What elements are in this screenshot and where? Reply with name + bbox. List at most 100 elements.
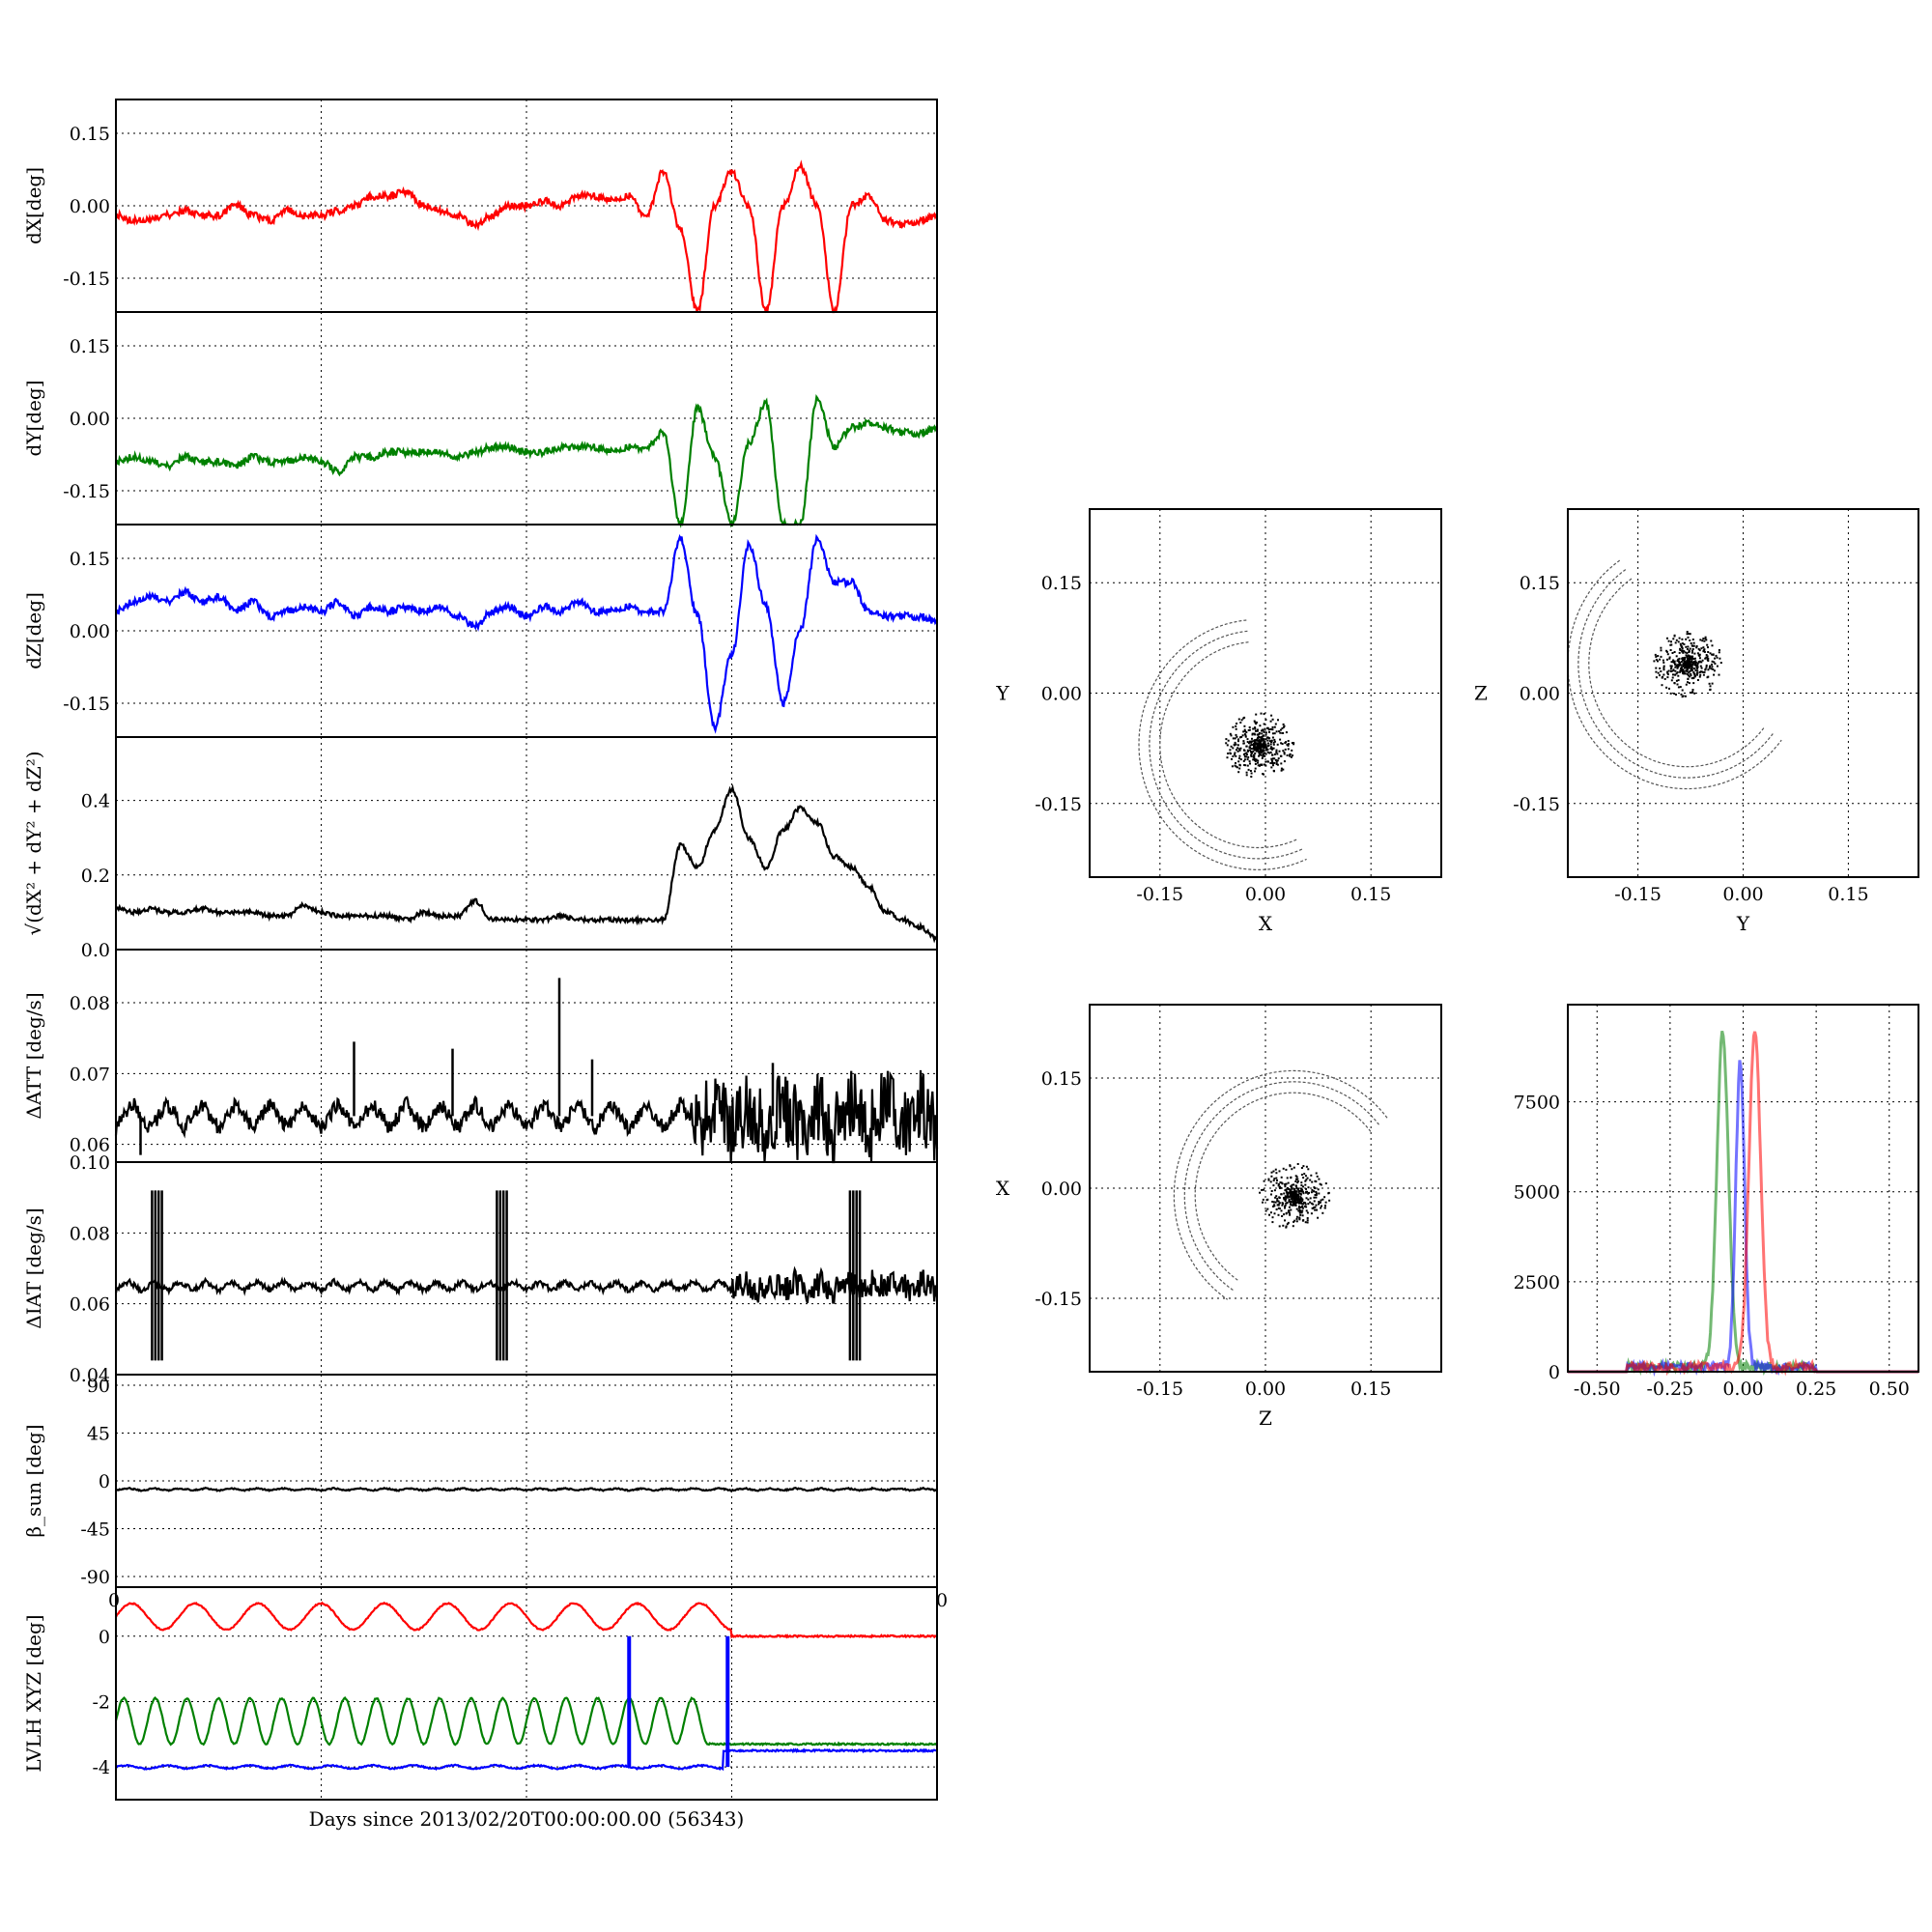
xy-point [1261, 732, 1264, 735]
yz-point [1683, 665, 1686, 668]
zx-ytick-label: 0.00 [1041, 1179, 1082, 1200]
hist-xtick-label: 0.50 [1869, 1378, 1910, 1400]
yz-point [1718, 673, 1720, 676]
zx-point [1287, 1181, 1290, 1184]
xy-point [1237, 718, 1240, 721]
zx-point [1267, 1179, 1270, 1181]
xy-point [1251, 732, 1254, 735]
yz-point [1688, 662, 1690, 665]
yz-point [1693, 668, 1696, 669]
xy-point [1271, 732, 1274, 735]
yz-point [1657, 655, 1660, 657]
yz-point [1679, 647, 1682, 650]
zx-point [1267, 1178, 1270, 1180]
xy-point [1263, 742, 1264, 745]
yz-point [1659, 667, 1662, 669]
xy-xtick-label: 0.15 [1350, 884, 1391, 905]
xy-point [1245, 771, 1248, 774]
zx-point [1263, 1179, 1265, 1182]
xy-point [1238, 764, 1241, 767]
xy-point [1234, 741, 1236, 744]
xy-point [1273, 753, 1276, 755]
zx-point [1305, 1190, 1308, 1193]
zx-point [1281, 1215, 1284, 1217]
xy-point [1283, 724, 1286, 727]
yz-point [1698, 649, 1701, 652]
xy-point [1262, 773, 1264, 776]
xy-point [1246, 741, 1249, 743]
xy-point [1251, 737, 1253, 740]
xy-point [1276, 743, 1279, 746]
yz-point [1681, 657, 1684, 660]
yz-point [1666, 658, 1668, 661]
yz-point [1689, 639, 1691, 641]
yz-point [1681, 642, 1684, 645]
xy-point [1248, 749, 1251, 752]
xy-point [1235, 765, 1237, 768]
yz-point [1666, 670, 1669, 673]
yz-point [1671, 652, 1674, 654]
yz-point [1692, 671, 1695, 673]
zx-point [1295, 1215, 1298, 1218]
zx-point [1304, 1221, 1307, 1224]
x-axis-label: Days since 2013/02/20T00:00:00.00 (56343… [309, 1807, 745, 1831]
xy-point [1256, 728, 1259, 731]
xy-point [1271, 736, 1274, 739]
datt-ytick-label: 0.06 [70, 1135, 110, 1156]
xy-point [1242, 730, 1245, 733]
xy-point [1280, 754, 1283, 757]
zx-point [1293, 1190, 1296, 1193]
zx-point [1298, 1218, 1301, 1221]
zx-point [1293, 1197, 1296, 1199]
xy-point [1265, 736, 1268, 739]
zx-point [1284, 1195, 1287, 1198]
yz-point [1685, 638, 1688, 640]
yz-point [1674, 666, 1677, 668]
xy-point [1252, 727, 1255, 730]
zx-point [1302, 1185, 1304, 1188]
yz-point [1672, 659, 1675, 662]
zx-point [1314, 1206, 1317, 1208]
xy-point [1272, 769, 1275, 772]
zx-point [1284, 1185, 1287, 1188]
xy-point [1274, 758, 1277, 761]
xy-point [1238, 754, 1241, 757]
yz-point [1705, 656, 1708, 659]
yz-point [1682, 664, 1685, 667]
xy-point [1235, 762, 1236, 764]
zx-point [1297, 1207, 1300, 1209]
zx-point [1272, 1170, 1275, 1173]
yz-point [1662, 673, 1665, 676]
zx-point [1310, 1174, 1313, 1177]
zx-point [1286, 1196, 1289, 1199]
xy-point [1259, 746, 1262, 749]
yz-point [1675, 665, 1678, 668]
xy-point [1272, 764, 1274, 767]
zx-point [1290, 1204, 1293, 1207]
zx-point [1295, 1201, 1298, 1204]
yz-xtick-label: 0.00 [1722, 884, 1763, 905]
yz-point [1686, 672, 1689, 675]
xy-point [1272, 757, 1274, 760]
xy-point [1268, 752, 1271, 754]
xy-point [1248, 747, 1251, 750]
zx-point [1300, 1197, 1303, 1200]
xy-point [1232, 737, 1235, 740]
zx-point [1290, 1177, 1293, 1179]
xy-point [1250, 754, 1253, 757]
yz-point [1710, 668, 1713, 670]
yz-point [1681, 689, 1684, 692]
dy-series-green [114, 393, 939, 528]
zx-point [1291, 1198, 1293, 1201]
xy-point [1258, 731, 1261, 734]
xy-point [1270, 739, 1273, 742]
beta-ytick-label: -90 [80, 1567, 110, 1588]
zx-point [1296, 1178, 1299, 1180]
zx-point [1286, 1202, 1289, 1205]
yz-point [1687, 667, 1690, 669]
yz-point [1677, 679, 1680, 682]
zx-point [1315, 1192, 1318, 1195]
yz-ylabel: Z [1474, 682, 1488, 705]
xy-point [1258, 736, 1261, 739]
